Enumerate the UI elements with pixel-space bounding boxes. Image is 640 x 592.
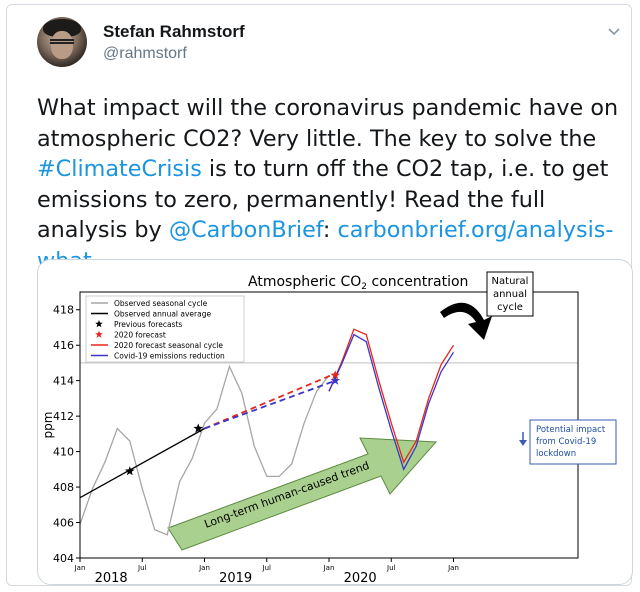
x-tick-label-5: Jul [386,564,396,572]
forecast-star-2 [330,370,340,380]
y-tick-label-1: 406 [53,517,74,530]
legend-label-0: Observed seasonal cycle [114,299,208,308]
y-tick-label-6: 416 [53,339,74,352]
legend-label-2: Previous forecasts [114,320,182,329]
author-name[interactable]: Stefan Rahmstorf [103,22,245,41]
legend-box [85,295,245,363]
chart-image[interactable]: Long-term human-caused trend 404 406 408 410… [37,259,633,585]
tweet-text-part-2: is to turn off the CO2 tap, i.e. to get … [37,156,609,243]
forecast-star-0 [125,466,135,476]
series-line-0 [79,364,330,536]
legend-label-1: Observed annual average [114,310,211,319]
x-tick-label-0: Jan [74,564,86,572]
natural-cycle-label-2: cycle [497,302,523,313]
legend-swatch-2 [95,320,103,328]
x-tick-label-6: Jan [447,564,459,572]
x-year-label-2: 2020 [344,571,377,584]
impact-label-1: from Covid-19 [536,437,596,447]
chart-title: Atmospheric CO2 concentration [248,274,468,292]
y-tick-label-7: 418 [53,304,74,317]
series-line-1 [79,427,205,499]
tweet-card: Stefan Rahmstorf @rahmstorf What impact … [6,4,633,586]
forecast-star-1 [193,423,203,433]
curved-arrow [440,302,492,340]
avatar-face [51,31,73,59]
forecast-star-3 [330,375,340,385]
chart-title-suffix: concentration [367,274,468,290]
avatar[interactable] [37,17,87,67]
tweet-text: What impact will the coronavirus pandemi… [37,93,627,276]
natural-cycle-label-0: Natural [492,276,529,287]
chevron-down-icon[interactable] [607,25,621,39]
legend-label-5: Covid-19 emissions reduction [114,352,225,361]
natural-cycle-box [486,271,534,317]
impact-label-0: Potential impact [536,425,606,435]
series-line-4 [204,372,336,430]
co2-chart: Long-term human-caused trend404406408410… [41,271,617,584]
y-tick-label-4: 412 [53,410,74,423]
impact-label-2: lockdown [536,449,576,459]
y-tick-label-0: 404 [53,552,74,565]
series-line-5 [204,379,336,430]
y-tick-label-2: 408 [53,481,74,494]
legend-label-4: 2020 forecast seasonal cycle [114,341,223,350]
legend-label-3: 2020 forecast [114,331,166,340]
series-line-2 [328,328,455,464]
impact-arrow-head [519,440,527,446]
hashtag-link[interactable]: #ClimateCrisis [37,156,202,182]
legend-swatch-3 [95,330,103,338]
x-tick-label-2: Jan [198,564,210,572]
x-tick-label-4: Jan [323,564,335,572]
y-axis-label: ppm [41,412,55,439]
tweet-text-part-1: What impact will the coronavirus pandemi… [37,95,619,152]
avatar-hair [43,19,81,37]
x-tick-label-1: Jul [137,564,147,572]
tweet-text-part-3: : [322,217,338,243]
x-tick-label-3: Jul [262,564,272,572]
x-year-label-1: 2019 [219,571,252,584]
x-year-label-0: 2018 [95,571,128,584]
chart-title-subscript: 2 [361,282,367,292]
y-tick-label-3: 410 [53,446,74,459]
y-tick-label-5: 414 [53,375,74,388]
trend-arrow [167,437,438,551]
author-handle[interactable]: @rahmstorf [103,45,187,62]
impact-box [529,419,617,465]
avatar-glasses [50,39,74,44]
series-line-3 [328,333,455,471]
natural-cycle-label-1: annual [493,289,527,300]
mention-link[interactable]: @CarbonBrief [168,217,323,243]
